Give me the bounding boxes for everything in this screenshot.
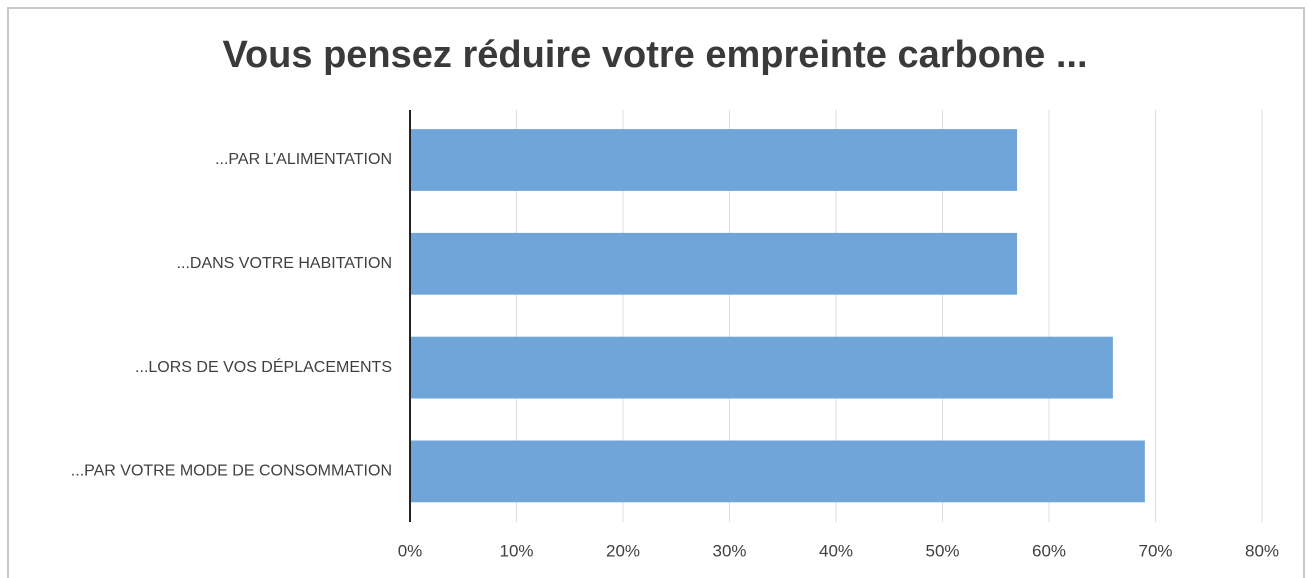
x-tick-label: 70% [1138,541,1172,560]
x-tick-label: 10% [499,541,533,560]
x-tick-label: 20% [606,541,640,560]
y-tick-label: ...DANS VOTRE HABITATION [177,255,392,272]
bar [410,440,1145,503]
x-tick-label: 30% [712,541,746,560]
x-tick-label: 40% [819,541,853,560]
y-tick-label: ...LORS DE VOS DÉPLACEMENTS [135,357,392,376]
x-tick-label: 80% [1245,541,1279,560]
bar [410,232,1018,295]
bar [410,336,1113,399]
x-tick-label: 0% [398,541,423,560]
y-tick-label: ...PAR L’ALIMENTATION [215,151,392,168]
bar [410,129,1018,191]
y-tick-label: ...PAR VOTRE MODE DE CONSOMMATION [71,463,392,480]
x-tick-label: 60% [1032,541,1066,560]
chart-title: Vous pensez réduire votre empreinte carb… [222,34,1087,76]
x-tick-label: 50% [925,541,959,560]
